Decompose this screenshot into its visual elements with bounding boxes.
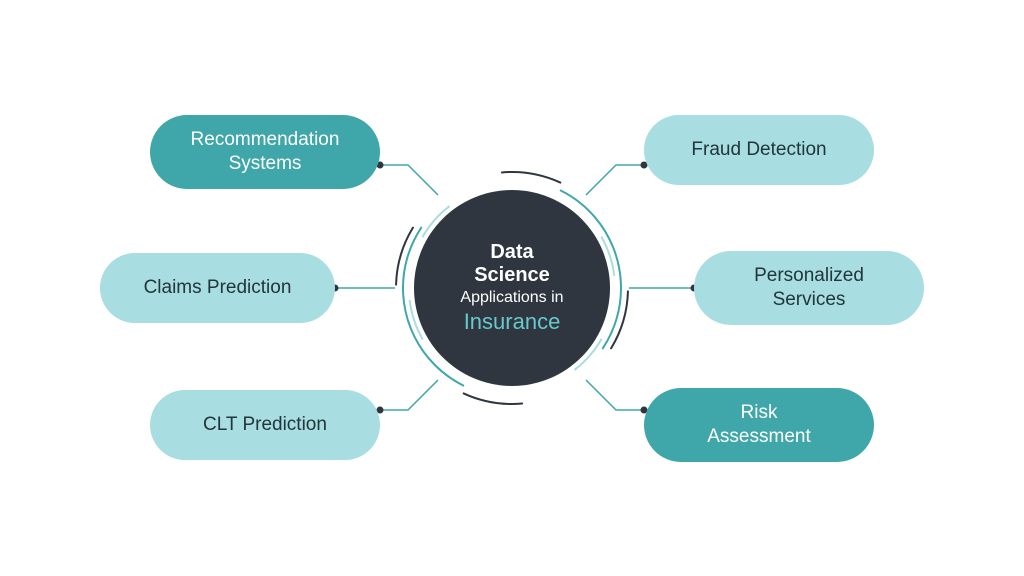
pill-recommendation: Recommendation Systems — [150, 115, 380, 189]
connector-recommendation — [380, 165, 438, 195]
pill-clt: CLT Prediction — [150, 390, 380, 460]
hub-domain: Insurance — [464, 309, 561, 335]
connector-clt — [380, 380, 438, 410]
pill-risk: Risk Assessment — [644, 388, 874, 462]
central-hub: Data Science Applications in Insurance — [414, 190, 610, 386]
diagram-stage: Data Science Applications in Insurance R… — [0, 0, 1024, 576]
hub-subtitle: Applications in — [460, 289, 563, 307]
hub-title: Data Science — [452, 241, 572, 287]
pill-personalized: Personalized Services — [694, 251, 924, 325]
pill-claims: Claims Prediction — [100, 253, 335, 323]
connector-fraud — [586, 165, 644, 195]
pill-fraud: Fraud Detection — [644, 115, 874, 185]
connector-risk — [586, 380, 644, 410]
